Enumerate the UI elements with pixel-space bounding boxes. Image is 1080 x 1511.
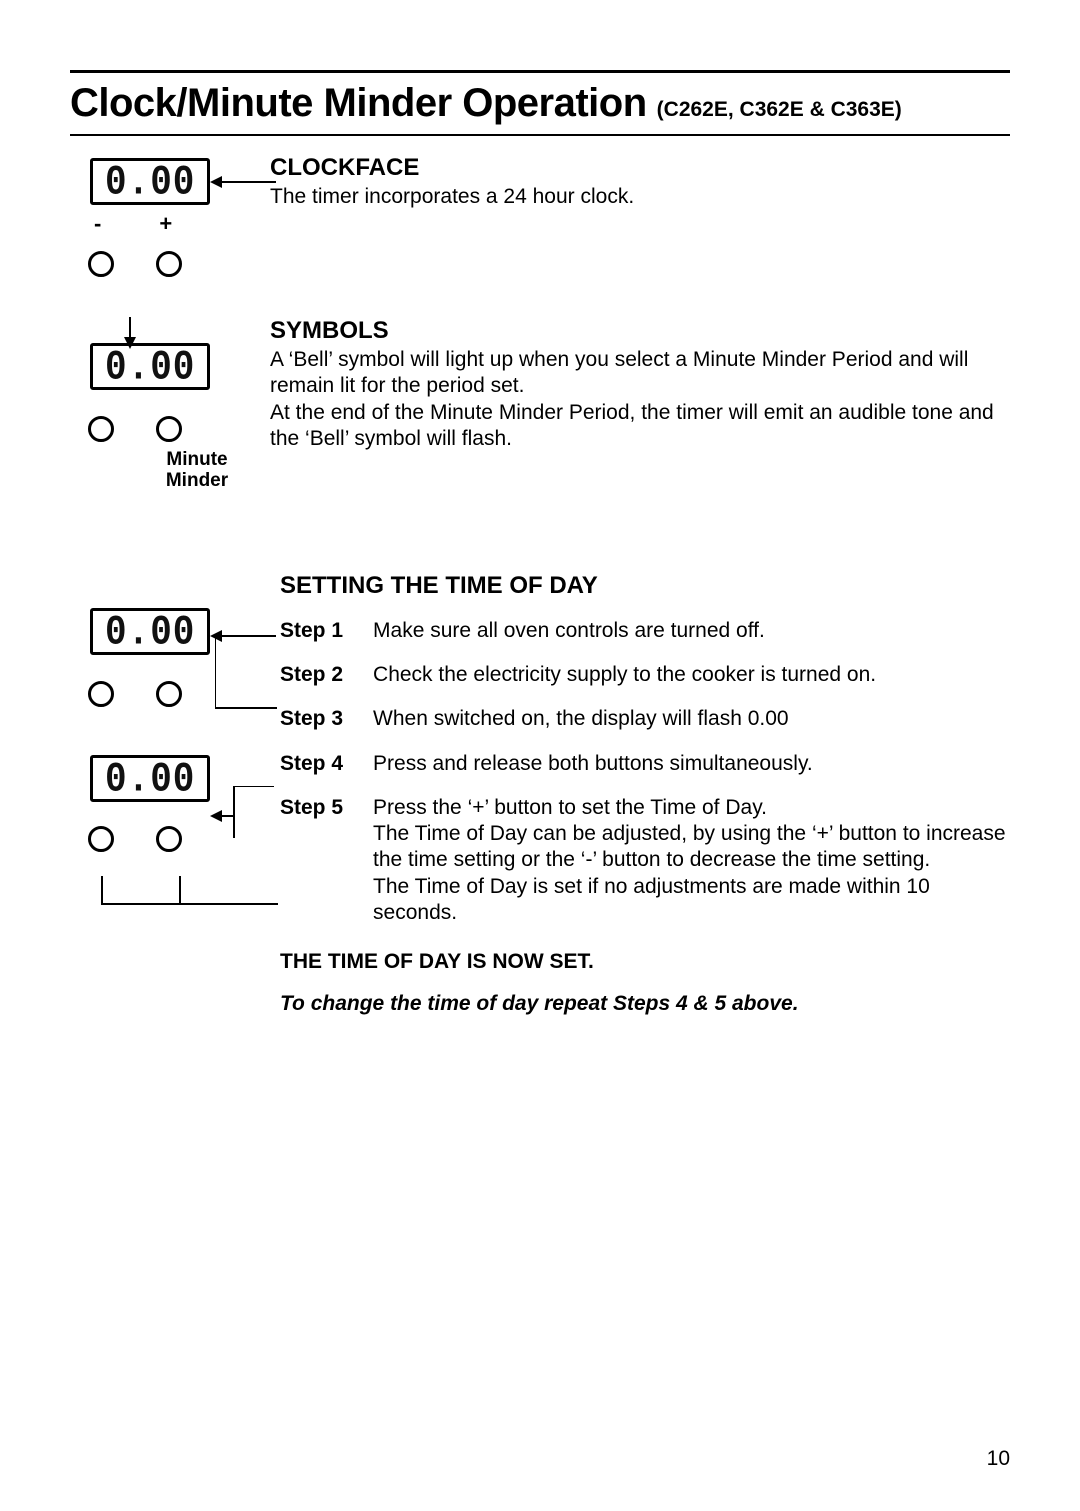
- section-clockface: 0.00 - + CLOCKFACE The timer incorporate…: [70, 154, 1010, 277]
- page-number: 10: [987, 1447, 1010, 1471]
- knob-plus: [156, 251, 182, 277]
- illus-setting: 0.00 0.00: [70, 572, 280, 852]
- timer-value: 0.00: [105, 347, 195, 388]
- connector-step3-icon: [215, 636, 285, 716]
- page-title: Clock/Minute Minder Operation: [70, 81, 647, 126]
- steps-table: Step 1 Make sure all oven controls are t…: [280, 614, 1010, 940]
- repeat-line: To change the time of day repeat Steps 4…: [280, 992, 1010, 1016]
- heading-clockface: CLOCKFACE: [270, 154, 1010, 182]
- step-label: Step 3: [280, 702, 373, 746]
- minute-minder-label: Minute Minder: [124, 450, 270, 492]
- timer-value-a: 0.00: [105, 612, 195, 653]
- connector-step5-icon: [222, 786, 282, 846]
- timer-display: 0.00: [90, 343, 210, 390]
- rule-top: [70, 70, 1010, 73]
- step-text: Press the ‘+’ button to set the Time of …: [373, 791, 1010, 940]
- timer-value-b: 0.00: [105, 759, 195, 800]
- table-row: Step 2 Check the electricity supply to t…: [280, 658, 1010, 702]
- knob-left: [88, 416, 114, 442]
- step-text: Check the electricity supply to the cook…: [373, 658, 1010, 702]
- table-row: Step 5 Press the ‘+’ button to set the T…: [280, 791, 1010, 940]
- timer-display: 0.00: [90, 158, 210, 205]
- knob-b-minus: [88, 826, 114, 852]
- step-label: Step 1: [280, 614, 373, 658]
- connector-step4-icon: [92, 876, 282, 936]
- heading-setting: SETTING THE TIME OF DAY: [280, 572, 1010, 600]
- page: Clock/Minute Minder Operation (C262E, C3…: [0, 0, 1080, 1511]
- table-row: Step 3 When switched on, the display wil…: [280, 702, 1010, 746]
- illus-symbols: 0.00 Minute Minder: [70, 317, 270, 492]
- knob-a-plus: [156, 681, 182, 707]
- arrow-clockface-icon: [208, 172, 278, 192]
- mm-line1: Minute: [166, 449, 227, 470]
- setting-body: SETTING THE TIME OF DAY Step 1 Make sure…: [280, 572, 1010, 1016]
- step-label: Step 2: [280, 658, 373, 702]
- illus-clockface: 0.00 - +: [70, 154, 270, 277]
- knob-right: [156, 416, 182, 442]
- step-text: When switched on, the display will flash…: [373, 702, 1010, 746]
- knob-minus: [88, 251, 114, 277]
- mm-line2: Minder: [166, 470, 228, 491]
- step-label: Step 4: [280, 747, 373, 791]
- section-setting: 0.00 0.00: [70, 572, 1010, 1016]
- plus-label: +: [159, 211, 172, 237]
- rule-under-title: [70, 134, 1010, 136]
- page-title-row: Clock/Minute Minder Operation (C262E, C3…: [70, 81, 1010, 126]
- page-title-models: (C262E, C362E & C363E): [657, 98, 902, 122]
- timer-display-a: 0.00: [90, 608, 210, 655]
- heading-symbols: SYMBOLS: [270, 317, 1010, 345]
- timer-value: 0.00: [105, 162, 195, 203]
- text-clockface: The timer incorporates a 24 hour clock.: [270, 184, 1010, 210]
- step-label: Step 5: [280, 791, 373, 940]
- step-text: Make sure all oven controls are turned o…: [373, 614, 1010, 658]
- knob-a-minus: [88, 681, 114, 707]
- step-text: Press and release both buttons simultane…: [373, 747, 1010, 791]
- knob-b-plus: [156, 826, 182, 852]
- minus-label: -: [94, 211, 101, 237]
- table-row: Step 1 Make sure all oven controls are t…: [280, 614, 1010, 658]
- timer-display-b: 0.00: [90, 755, 210, 802]
- text-symbols: A ‘Bell’ symbol will light up when you s…: [270, 347, 1010, 452]
- section-symbols: 0.00 Minute Minder SYMBOLS A ‘Bell’ symb…: [70, 317, 1010, 492]
- table-row: Step 4 Press and release both buttons si…: [280, 747, 1010, 791]
- confirm-line: THE TIME OF DAY IS NOW SET.: [280, 950, 1010, 974]
